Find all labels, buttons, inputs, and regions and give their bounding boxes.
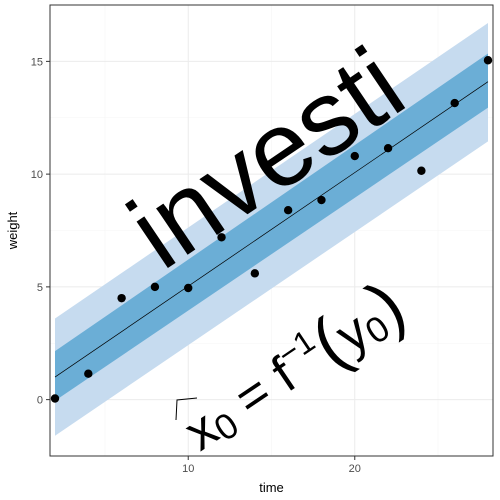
data-point: [150, 282, 160, 292]
x-tick-label: 10: [182, 463, 194, 475]
x-axis-title: time: [259, 480, 284, 495]
data-point: [50, 394, 60, 403]
data-point: [383, 143, 393, 153]
panel-border: [49, 4, 494, 457]
data-points: [50, 56, 493, 403]
x-tick-label: 20: [349, 463, 361, 475]
y-tick-label: 0: [37, 395, 43, 407]
y-tick-label: 5: [37, 282, 43, 294]
y-axis: 0 5 10 15: [31, 56, 50, 407]
y-tick-label: 15: [31, 56, 43, 68]
data-point: [317, 195, 326, 205]
data-point: [117, 293, 126, 303]
data-point: [417, 166, 426, 175]
fit-line: [54, 81, 489, 378]
data-point: [283, 206, 293, 215]
data-point: [84, 369, 93, 378]
y-axis-title: weight: [5, 211, 20, 250]
data-point: [250, 269, 260, 278]
data-point: [184, 283, 193, 293]
annotation-mark: [175, 397, 198, 421]
data-point: [217, 233, 226, 242]
confidence-band: [55, 53, 488, 401]
data-point: [450, 98, 459, 108]
data-point: [483, 56, 493, 65]
fit-line-group: [54, 81, 489, 378]
data-point: [350, 151, 359, 161]
y-tick-label: 10: [31, 169, 43, 181]
x-axis: 10 20: [182, 456, 361, 475]
